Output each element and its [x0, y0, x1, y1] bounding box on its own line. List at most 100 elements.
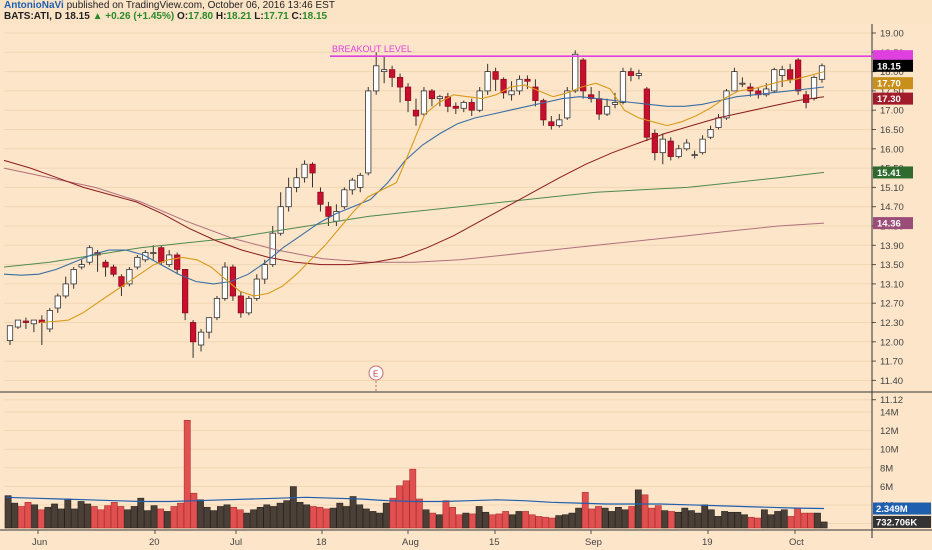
- volume-bar: [469, 513, 476, 529]
- candle: [14, 319, 22, 328]
- volume-bar: [634, 489, 642, 529]
- candle: [325, 206, 332, 217]
- volume-bar: [283, 500, 291, 529]
- ma-200-line: [3, 167, 825, 263]
- chart-background: [0, 24, 932, 550]
- volume-bar: [787, 516, 795, 529]
- candle: [524, 78, 531, 82]
- price-tick-label: 17.00: [880, 106, 904, 117]
- price-tick-label: 16.50: [880, 125, 904, 136]
- candle: [484, 71, 491, 92]
- volume-bar: [508, 514, 516, 529]
- volume-bar: [276, 502, 284, 529]
- price-tick-label: 16.00: [880, 144, 904, 155]
- volume-bar: [561, 514, 569, 529]
- volume-bar: [595, 506, 602, 529]
- volume-badge-label: 2.349M: [876, 504, 908, 515]
- price-badge: [873, 59, 913, 72]
- candle: [548, 121, 555, 127]
- volume-bar: [356, 504, 364, 529]
- price-tick-label: 12.70: [880, 299, 904, 310]
- candle: [500, 78, 507, 94]
- volume-tick-label: 10M: [880, 445, 899, 456]
- volume-tick-label: 12M: [880, 426, 899, 437]
- volume-bar: [416, 498, 423, 529]
- volume-bar: [800, 512, 808, 529]
- volume-bar: [402, 480, 410, 529]
- candle: [739, 82, 746, 85]
- volume-bar: [223, 504, 231, 529]
- close-label: C:: [291, 11, 303, 22]
- candle: [715, 117, 722, 128]
- volume-bar: [216, 506, 224, 529]
- candle: [476, 90, 483, 111]
- volume-bar: [230, 506, 238, 529]
- candle: [675, 148, 682, 157]
- volume-tick-label: 8M: [880, 463, 893, 474]
- volume-tick-label: 14M: [880, 408, 899, 419]
- volume-bar: [289, 486, 297, 529]
- volume-bar: [130, 506, 138, 529]
- volume-bar: [236, 509, 244, 529]
- volume-bar: [774, 511, 782, 529]
- candle: [213, 297, 221, 319]
- candle: [611, 102, 619, 105]
- candle: [381, 69, 388, 72]
- high-value: 18.21: [226, 11, 252, 22]
- volume-badge: [873, 502, 931, 515]
- volume-bar: [542, 516, 549, 529]
- price-tick-label: 13.50: [880, 260, 904, 271]
- price-badge-label: 17.70: [877, 79, 901, 90]
- volume-bar: [760, 509, 768, 529]
- symbol-line: BATS:ATI, D 18.15 ▲ +0.26 (+1.45%) O:17.…: [4, 11, 327, 22]
- candle: [309, 163, 316, 174]
- symbol: BATS:ATI, D: [4, 11, 62, 22]
- volume-bar: [681, 507, 689, 529]
- volume-bar: [343, 506, 350, 529]
- price-tick-label: 11.40: [880, 376, 903, 387]
- time-tick-label: Jun: [32, 537, 47, 548]
- ma-10-line: [39, 71, 825, 324]
- volume-bar: [51, 503, 58, 529]
- volume-bar: [707, 509, 715, 529]
- volume-bar: [628, 506, 636, 529]
- volume-bar: [581, 492, 589, 529]
- candle: [182, 269, 189, 314]
- candle: [588, 94, 595, 100]
- last-price: 18.15: [64, 11, 90, 22]
- volume-bar: [104, 505, 112, 529]
- high-label: H:: [215, 11, 227, 22]
- volume-bar: [84, 503, 92, 529]
- candle: [468, 102, 475, 111]
- candle: [70, 269, 77, 285]
- candle: [245, 297, 252, 314]
- candle: [301, 163, 308, 179]
- volume-bar: [747, 516, 755, 529]
- volume-bar: [688, 510, 695, 529]
- volume-bar: [615, 506, 622, 529]
- volume-bar: [661, 510, 669, 529]
- volume-bar: [767, 514, 775, 529]
- price-tick-label: 11.12: [880, 395, 903, 406]
- volume-bar: [475, 506, 483, 529]
- ma-100-line: [3, 171, 825, 268]
- low-label: L:: [254, 11, 264, 22]
- candle: [78, 264, 85, 268]
- candle: [134, 256, 141, 268]
- candle: [126, 269, 133, 285]
- volume-bar: [150, 505, 158, 529]
- candle: [365, 90, 372, 174]
- price-tick-label: 19.00: [880, 29, 904, 40]
- volume-bar: [495, 513, 503, 529]
- breakout-level-label: BREAKOUT LEVEL: [332, 44, 412, 54]
- price-badge-label: 17.30: [877, 94, 901, 105]
- volume-bar: [110, 502, 118, 529]
- volume-bar: [455, 514, 463, 529]
- candle: [341, 189, 348, 208]
- candle: [603, 105, 611, 115]
- author-name[interactable]: AntonioNaVi: [4, 0, 64, 11]
- candle: [285, 186, 292, 208]
- volume-bar: [303, 504, 311, 529]
- candle: [54, 295, 61, 309]
